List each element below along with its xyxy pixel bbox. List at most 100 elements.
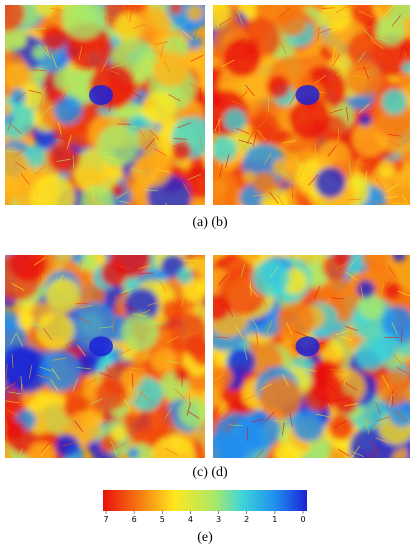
texture — [257, 129, 267, 142]
texture — [295, 7, 301, 22]
texture — [289, 92, 297, 106]
texture — [330, 368, 345, 373]
texture — [9, 331, 18, 345]
texture — [351, 74, 366, 78]
texture — [78, 46, 83, 60]
texture — [5, 455, 11, 457]
blob — [121, 313, 159, 351]
texture — [13, 149, 26, 158]
texture — [225, 421, 236, 433]
texture — [129, 367, 144, 370]
blob — [266, 75, 290, 99]
texture — [51, 54, 58, 68]
blob — [399, 342, 410, 357]
texture — [296, 147, 303, 161]
panel-blobs — [213, 255, 410, 458]
blob — [213, 294, 230, 321]
texture — [369, 200, 383, 205]
blob — [30, 174, 76, 205]
texture — [363, 23, 377, 31]
blob — [97, 123, 140, 166]
texture — [217, 119, 221, 134]
texture — [238, 90, 248, 102]
blob — [169, 5, 183, 15]
blob — [151, 435, 196, 458]
texture — [74, 420, 84, 433]
texture — [273, 420, 288, 423]
texture — [110, 441, 118, 454]
texture — [77, 260, 82, 275]
blob — [142, 90, 177, 125]
blob — [375, 15, 406, 46]
blob — [253, 171, 277, 195]
texture — [242, 394, 256, 403]
texture — [90, 380, 94, 394]
texture — [39, 366, 53, 372]
texture — [282, 312, 296, 318]
texture — [271, 191, 284, 201]
texture — [252, 132, 257, 147]
blob — [222, 38, 262, 78]
texture — [387, 133, 402, 137]
texture — [78, 304, 93, 309]
blob — [18, 82, 45, 108]
texture — [137, 126, 146, 139]
texture — [33, 197, 48, 203]
blob — [347, 31, 387, 71]
texture — [384, 5, 395, 16]
texture — [386, 183, 399, 192]
texture — [148, 322, 163, 324]
urban-area — [89, 336, 113, 357]
blob — [359, 158, 376, 176]
texture — [375, 437, 389, 444]
texture — [104, 155, 118, 161]
texture — [178, 110, 192, 119]
texture — [186, 402, 192, 416]
blob — [6, 387, 21, 402]
texture — [359, 103, 370, 114]
texture — [43, 328, 53, 341]
texture — [51, 368, 61, 381]
texture — [177, 122, 191, 129]
texture — [119, 401, 132, 410]
texture — [195, 27, 202, 41]
texture — [188, 173, 202, 180]
texture — [155, 163, 165, 176]
texture — [221, 409, 233, 420]
blob — [169, 312, 205, 351]
texture — [357, 50, 367, 63]
texture — [362, 65, 369, 79]
texture — [335, 378, 346, 390]
texture — [359, 83, 372, 92]
texture — [138, 264, 153, 270]
texture — [28, 364, 33, 379]
texture — [65, 78, 70, 93]
texture — [114, 442, 127, 451]
texture — [105, 366, 116, 378]
texture — [165, 426, 170, 441]
blob — [357, 293, 384, 320]
image-panel — [5, 255, 205, 458]
texture — [319, 200, 334, 205]
texture — [159, 43, 165, 58]
texture — [289, 413, 293, 428]
texture — [392, 202, 407, 205]
texture — [237, 11, 243, 25]
texture — [104, 15, 119, 19]
blob — [27, 441, 56, 458]
blob — [109, 347, 123, 361]
texture — [55, 401, 66, 414]
texture — [339, 335, 354, 341]
texture — [327, 145, 337, 157]
texture — [129, 8, 133, 23]
panel-blobs — [5, 5, 205, 205]
texture — [381, 374, 390, 388]
texture — [75, 302, 90, 305]
texture — [112, 317, 115, 332]
texture — [399, 45, 403, 60]
texture — [20, 173, 30, 186]
texture — [266, 320, 273, 334]
texture — [278, 7, 290, 18]
texture — [331, 46, 336, 61]
texture — [116, 264, 131, 270]
